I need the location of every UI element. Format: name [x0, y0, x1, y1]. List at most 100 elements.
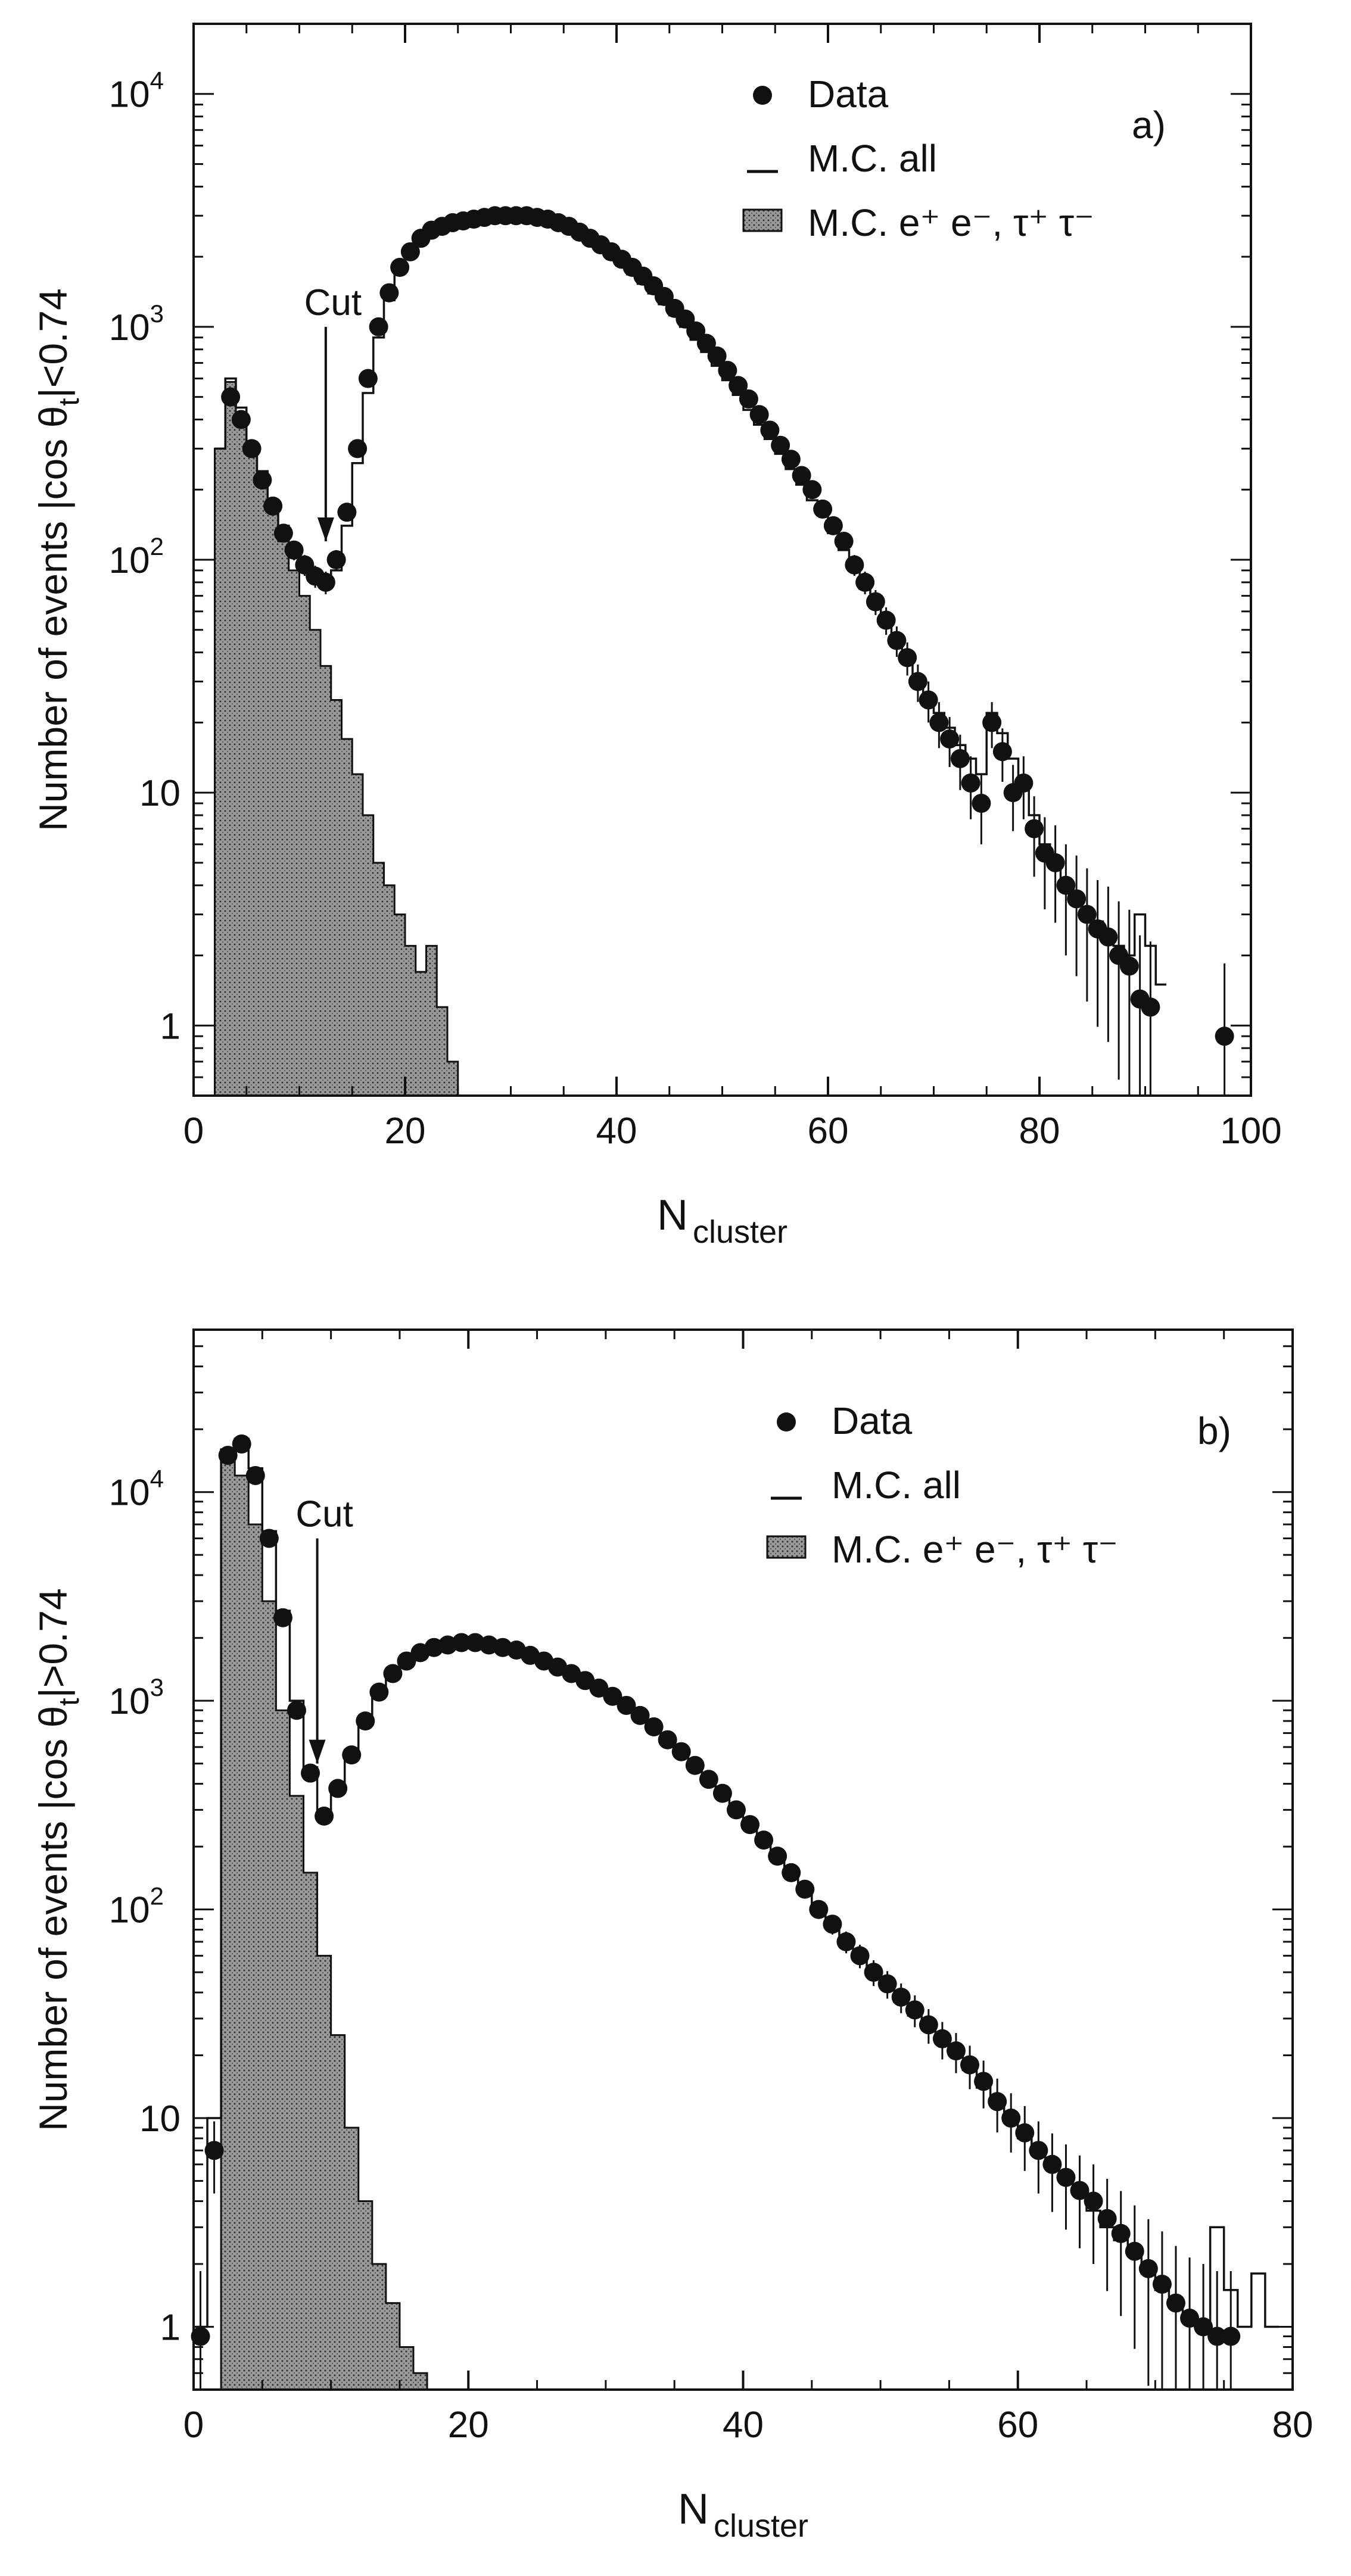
data-point	[1014, 756, 1034, 819]
data-marker	[982, 713, 1002, 732]
data-marker	[1207, 2326, 1227, 2346]
data-marker	[301, 1763, 320, 1783]
data-marker	[740, 1815, 760, 1835]
data-marker	[369, 1682, 389, 1702]
data-point	[960, 2045, 980, 2090]
legend-label: M.C. all	[808, 137, 937, 180]
data-point	[898, 642, 917, 676]
data-marker	[960, 2055, 980, 2075]
data-marker	[712, 1783, 732, 1803]
data-marker	[263, 496, 283, 516]
y-axis-label-cond: |>0.74	[31, 1588, 75, 1698]
data-point	[358, 369, 378, 388]
data-point	[348, 439, 368, 459]
data-point	[232, 1434, 251, 1454]
data-point	[891, 1983, 911, 2013]
y-tick-label: 104	[109, 67, 164, 116]
data-point	[1025, 796, 1044, 877]
legend-box-marker	[766, 1535, 807, 1559]
mc-ee-tautau-histogram	[214, 381, 459, 1097]
data-point	[1111, 2191, 1131, 2316]
data-point	[729, 376, 748, 395]
data-point	[834, 532, 854, 551]
data-point	[813, 499, 833, 519]
data-point	[1109, 901, 1129, 1080]
data-point	[1119, 909, 1139, 1096]
panel-label: a)	[1132, 104, 1166, 146]
data-point	[781, 450, 801, 469]
y-tick-exponent: 4	[150, 1465, 164, 1493]
data-point	[864, 1960, 883, 1986]
cut-label: Cut	[295, 1493, 353, 1535]
data-point	[749, 405, 769, 425]
data-marker	[284, 540, 304, 560]
data-marker	[1119, 956, 1139, 976]
y-tick-base: 10	[109, 1681, 150, 1722]
data-point	[992, 728, 1012, 782]
data-marker	[729, 376, 748, 395]
legend-entry: M.C. all	[747, 137, 937, 180]
data-point	[1207, 2271, 1227, 2390]
data-marker	[397, 1651, 416, 1671]
data-marker	[950, 749, 970, 768]
data-marker	[940, 729, 960, 749]
data-point	[754, 1830, 774, 1850]
data-point	[315, 1806, 334, 1826]
data-marker	[658, 1730, 677, 1749]
y-tick-base: 10	[109, 1890, 150, 1931]
data-point	[718, 361, 737, 381]
data-marker	[603, 1686, 622, 1706]
data-marker	[887, 631, 907, 650]
data-point	[950, 734, 970, 790]
data-marker	[919, 690, 938, 710]
data-point	[1067, 855, 1087, 977]
data-marker	[1141, 997, 1160, 1017]
data-point	[1088, 880, 1107, 1027]
data-marker	[1215, 1027, 1234, 1046]
data-marker	[946, 2041, 966, 2061]
data-marker	[795, 1879, 815, 1899]
y-axis-label-main: Number of events |cos θ	[31, 1706, 75, 2131]
data-point	[1125, 2205, 1144, 2349]
data-point	[356, 1711, 375, 1731]
x-tick-label: 100	[1220, 1111, 1281, 1152]
data-point	[771, 435, 790, 455]
data-marker	[908, 672, 927, 691]
data-point	[1138, 2219, 1158, 2386]
legend-box-marker	[742, 208, 783, 232]
data-marker	[768, 1847, 787, 1866]
legend-label: Data	[832, 1399, 913, 1442]
data-marker	[369, 317, 388, 336]
data-marker	[356, 1711, 375, 1731]
data-point	[342, 1745, 362, 1765]
data-marker	[850, 1946, 870, 1966]
data-point	[1152, 2231, 1172, 2390]
data-point	[836, 1931, 856, 1954]
data-marker	[383, 1664, 403, 1683]
data-marker	[1098, 927, 1118, 947]
data-point	[1070, 2155, 1089, 2248]
data-marker	[972, 794, 991, 813]
x-tick-label: 0	[183, 1111, 204, 1152]
data-point	[452, 1633, 471, 1652]
mc-ee-tautau-histogram	[220, 1460, 428, 2391]
data-marker	[617, 1695, 636, 1715]
data-marker	[400, 242, 420, 261]
data-point	[887, 626, 907, 657]
data-marker	[231, 410, 251, 429]
data-marker	[1070, 2181, 1089, 2200]
data-marker	[342, 1745, 362, 1765]
data-point	[263, 496, 283, 516]
data-marker	[877, 1974, 897, 1994]
data-marker	[390, 258, 410, 277]
data-marker	[823, 516, 843, 535]
data-point	[379, 283, 399, 302]
data-marker	[1084, 2191, 1103, 2211]
y-axis-label-main: Number of events |cos θ	[31, 406, 75, 831]
data-point	[1056, 2144, 1076, 2230]
